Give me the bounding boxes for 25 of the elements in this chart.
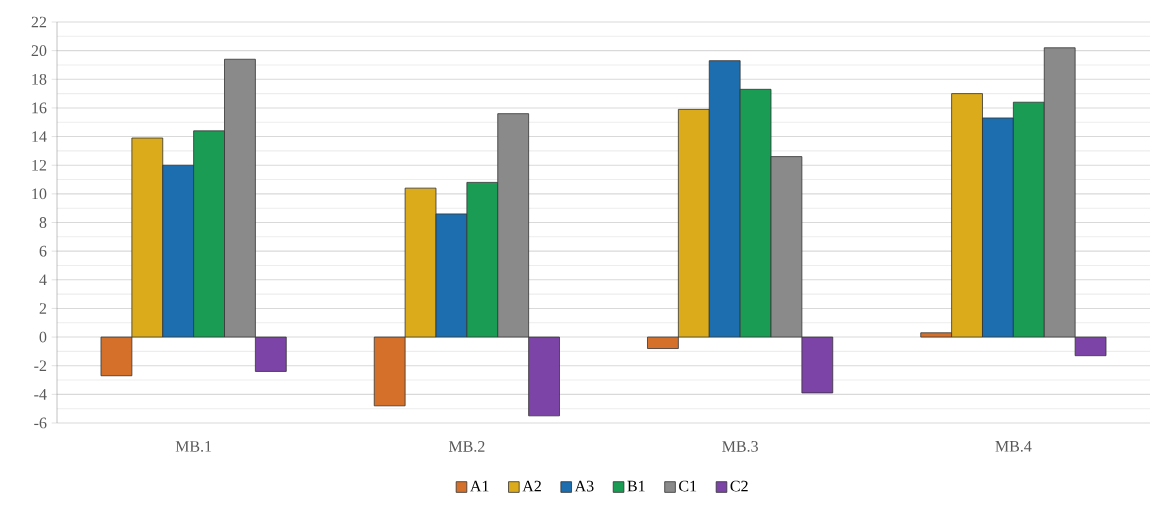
y-tick-label: 12 — [32, 159, 47, 171]
y-tick-label: 18 — [32, 73, 47, 85]
legend-label: A2 — [522, 480, 541, 492]
y-tick-label: -6 — [34, 417, 47, 429]
legend-label: A3 — [574, 480, 594, 492]
y-tick-label: 6 — [39, 245, 47, 257]
x-tick-label: MB.1 — [175, 441, 212, 452]
x-tick-label: MB.2 — [448, 441, 485, 452]
legend-label: C2 — [730, 480, 748, 492]
legend-label: C1 — [679, 480, 697, 492]
y-tick-label: 0 — [39, 331, 47, 343]
y-tick-label: 2 — [39, 303, 47, 314]
y-tick-label: 10 — [32, 188, 47, 200]
y-tick-label: -4 — [34, 389, 47, 400]
y-tick-label: 4 — [39, 274, 47, 286]
y-tick-label: -2 — [34, 360, 47, 372]
y-tick-label: 14 — [32, 131, 47, 142]
y-tick-label: 20 — [31, 45, 47, 57]
x-tick-label: MB.4 — [995, 441, 1032, 452]
y-tick-label: 16 — [32, 102, 47, 114]
y-tick-label: 8 — [39, 217, 47, 228]
x-tick-label: MB.3 — [722, 441, 758, 452]
y-tick-label: 22 — [31, 16, 47, 28]
legend-label: A1 — [470, 480, 489, 492]
legend-label: B1 — [627, 480, 645, 492]
